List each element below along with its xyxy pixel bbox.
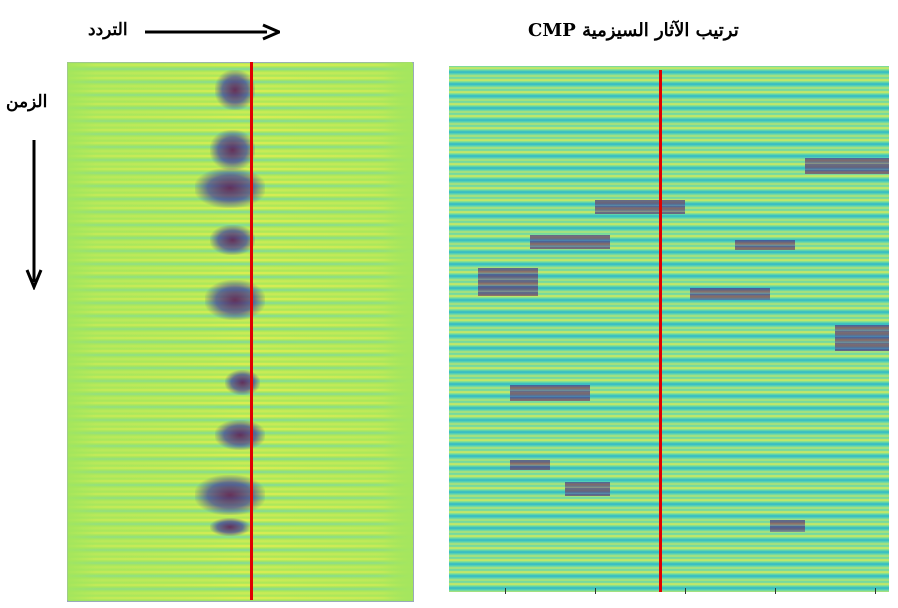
reflection-patch <box>565 482 610 496</box>
energy-blob <box>195 475 265 515</box>
reflection-patch <box>595 200 685 214</box>
reflection-patch <box>805 158 889 174</box>
reflection-patch <box>735 240 795 250</box>
marker-line <box>659 70 662 592</box>
energy-blob <box>215 420 265 450</box>
axis-tick <box>685 588 686 594</box>
energy-blob <box>205 280 265 320</box>
energy-blob <box>210 130 255 170</box>
reflection-patch <box>510 460 550 470</box>
energy-blob <box>225 370 260 395</box>
reflection-patch <box>770 520 805 532</box>
frequency-arrow <box>145 22 280 42</box>
cmp-panel <box>449 66 889 592</box>
page: {"labels": {"frequency": "التردد", "cmp_… <box>0 0 898 608</box>
axis-tick <box>775 588 776 594</box>
energy-blob <box>195 168 265 208</box>
frequency-label: التردد <box>88 20 128 40</box>
time-label: الزمن <box>6 92 47 112</box>
reflection-patch <box>835 325 889 351</box>
reflection-patch <box>478 268 538 296</box>
marker-line <box>250 62 253 600</box>
time-arrow <box>24 140 44 290</box>
axis-tick <box>595 588 596 594</box>
axis-tick <box>505 588 506 594</box>
energy-blob <box>210 518 250 536</box>
reflection-patch <box>510 385 590 401</box>
cmp-title: ترتيب الآثار السيزمية CMP <box>528 20 739 41</box>
energy-blob <box>215 70 255 110</box>
axis-tick <box>875 588 876 594</box>
reflection-patch <box>530 235 610 249</box>
reflection-patch <box>690 288 770 300</box>
energy-blob <box>210 225 255 255</box>
